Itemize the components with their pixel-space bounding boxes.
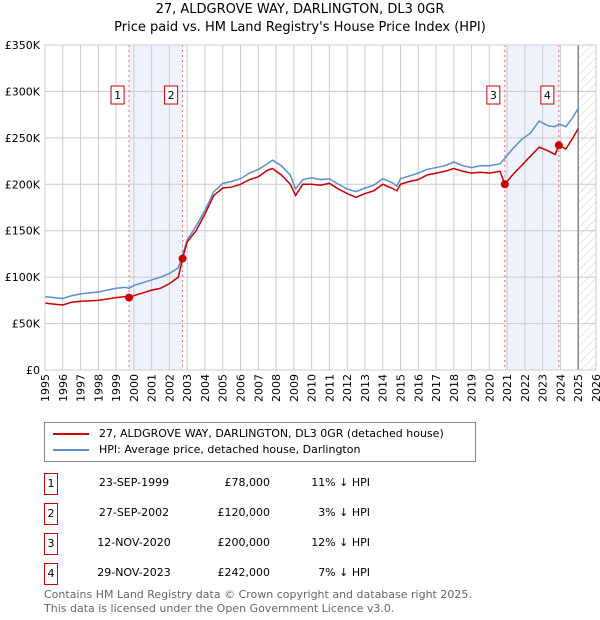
sale-label: 3 (490, 89, 497, 102)
footer-line-2: This data is licensed under the Open Gov… (44, 602, 395, 615)
x-tick-label: 2002 (163, 374, 176, 402)
x-tick-label: 2016 (412, 374, 425, 402)
sale-hpi-diff: 12% ↓ HPI (311, 536, 370, 549)
y-tick-label: £100K (5, 271, 41, 284)
sale-row: 3 12-NOV-2020 £200,000 12% ↓ HPI (44, 533, 464, 555)
x-tick-label: 2004 (199, 374, 212, 402)
y-tick-label: £50K (12, 318, 41, 331)
forecast-hatch (578, 45, 596, 370)
x-tick-label: 1998 (92, 374, 105, 402)
x-tick-label: 2013 (359, 374, 372, 402)
sale-price: £242,000 (217, 566, 271, 579)
legend-swatch-hpi (53, 449, 89, 451)
legend-label-property: 27, ALDGROVE WAY, DARLINGTON, DL3 0GR (d… (99, 427, 444, 440)
hpi-series-line (44, 107, 579, 300)
x-tick-label: 1999 (110, 374, 123, 402)
property-series-line (44, 128, 579, 306)
x-tick-label: 2009 (288, 374, 301, 402)
y-tick-label: £300K (5, 85, 41, 98)
x-tick-label: 2017 (430, 374, 443, 402)
sale-hpi-diff: 3% ↓ HPI (318, 506, 370, 519)
chart-title: 27, ALDGROVE WAY, DARLINGTON, DL3 0GR (155, 2, 445, 17)
y-tick-label: £350K (5, 39, 41, 52)
sale-number-badge: 4 (44, 563, 58, 585)
sale-label: 1 (114, 89, 121, 102)
sale-label-box (164, 85, 179, 105)
sale-number-badge: 3 (44, 533, 58, 555)
y-tick-label: £150K (5, 225, 41, 238)
sale-label: 2 (168, 89, 175, 102)
sale-number-badge: 1 (44, 473, 58, 495)
sale-label-box (540, 85, 555, 105)
sale-hpi-diff: 11% ↓ HPI (311, 476, 370, 489)
y-tick-label: £200K (5, 178, 41, 191)
sale-row: 2 27-SEP-2002 £120,000 3% ↓ HPI (44, 503, 464, 525)
legend-swatch-property (53, 433, 89, 435)
plot-border (44, 44, 597, 371)
x-tick-label: 1996 (57, 374, 70, 402)
x-tick-label: 2003 (181, 374, 194, 402)
x-tick-label: 2020 (483, 374, 496, 402)
x-tick-label: 2024 (554, 374, 567, 402)
legend: 27, ALDGROVE WAY, DARLINGTON, DL3 0GR (d… (44, 422, 476, 462)
x-tick-label: 2015 (394, 374, 407, 402)
sale-date: 12-NOV-2020 (97, 536, 171, 549)
sale-row: 4 29-NOV-2023 £242,000 7% ↓ HPI (44, 563, 464, 585)
x-tick-label: 2019 (466, 374, 479, 402)
sale-point (500, 180, 509, 189)
sale-hpi-diff: 7% ↓ HPI (318, 566, 370, 579)
y-tick-label: £250K (5, 132, 41, 145)
sale-number-badge: 2 (44, 503, 58, 525)
x-tick-label: 2005 (217, 374, 230, 402)
x-tick-label: 2025 (572, 374, 585, 402)
x-tick-label: 2012 (341, 374, 354, 402)
y-tick-label: £0 (26, 364, 40, 377)
x-tick-label: 2022 (519, 374, 532, 402)
x-tick-label: 2008 (270, 374, 283, 402)
chart-subtitle: Price paid vs. HM Land Registry's House … (114, 20, 486, 35)
legend-label-hpi: HPI: Average price, detached house, Darl… (99, 443, 361, 456)
x-tick-label: 2018 (448, 374, 461, 402)
sale-date: 29-NOV-2023 (97, 566, 171, 579)
sale-point (125, 293, 134, 302)
x-tick-label: 2011 (323, 374, 336, 402)
footer-line-1: Contains HM Land Registry data © Crown c… (44, 588, 472, 601)
sale-date: 23-SEP-1999 (98, 476, 170, 489)
footer: Contains HM Land Registry data © Crown c… (44, 588, 472, 616)
sale-point (178, 254, 187, 263)
sale-label: 4 (544, 89, 551, 102)
sale-date: 27-SEP-2002 (98, 506, 170, 519)
x-tick-label: 1995 (39, 374, 52, 402)
sale-point (554, 141, 563, 150)
x-tick-label: 2026 (590, 374, 600, 402)
x-tick-label: 2014 (377, 374, 390, 402)
x-tick-label: 2021 (501, 374, 514, 402)
sale-label-box (110, 85, 125, 105)
sale-price: £200,000 (217, 536, 271, 549)
x-tick-label: 2023 (537, 374, 550, 402)
x-tick-label: 2010 (306, 374, 319, 402)
sale-label-box (486, 85, 501, 105)
x-tick-label: 2000 (128, 374, 141, 402)
sale-row: 1 23-SEP-1999 £78,000 11% ↓ HPI (44, 473, 464, 495)
x-tick-label: 2006 (235, 374, 248, 402)
x-tick-label: 2001 (146, 374, 159, 402)
x-tick-label: 2007 (252, 374, 265, 402)
x-tick-label: 1997 (75, 374, 88, 402)
sale-price: £120,000 (217, 506, 271, 519)
price-chart: 1995 1996 1997 1998 1999 2000 2001 2002 2003 2004… (5, 39, 600, 402)
sale-price: £78,000 (224, 476, 271, 489)
